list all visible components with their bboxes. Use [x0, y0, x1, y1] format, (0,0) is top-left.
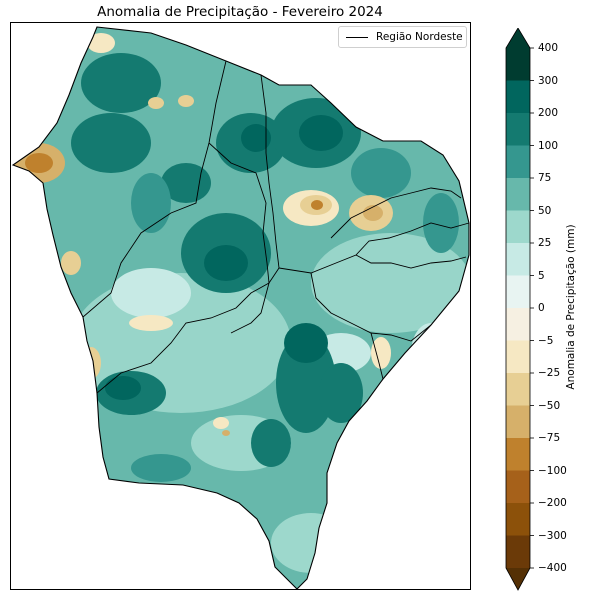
- colorbar-tick-label: −25: [538, 367, 561, 379]
- colorbar-cell: [506, 145, 530, 179]
- state-borders: [82, 60, 470, 394]
- colorbar-cell: [506, 438, 530, 471]
- colorbar-cell: [506, 178, 530, 211]
- colorbar-extend-min: [506, 568, 530, 590]
- colorbar-cell: [506, 308, 530, 341]
- colorbar-tick-label: −50: [538, 399, 561, 412]
- colorbar-cell: [506, 405, 530, 439]
- colorbar-tick-label: 0: [538, 302, 545, 314]
- colorbar-tick-label: −75: [538, 432, 561, 444]
- colorbar-cell: [506, 535, 530, 569]
- colorbar-tick-label: −400: [538, 562, 567, 574]
- colorbar-cell: [506, 503, 530, 536]
- map-legend: Região Nordeste: [338, 26, 467, 48]
- colorbar-cell: [506, 340, 530, 374]
- colorbar-tick-label: 5: [538, 269, 545, 282]
- legend-line-swatch: [346, 36, 368, 38]
- colorbar-cell: [506, 48, 530, 81]
- map-panel: [10, 22, 471, 590]
- colorbar-tick-label: 50: [538, 204, 552, 217]
- colorbar-tick-label: 400: [538, 42, 559, 54]
- nordeste-outline: [11, 26, 470, 589]
- colorbar-tick-label: 75: [538, 172, 552, 184]
- colorbar-cell: [506, 275, 530, 309]
- colorbar-extend-max: [506, 28, 530, 48]
- colorbar-cell: [506, 80, 530, 114]
- precipitation-map: [11, 26, 470, 589]
- colorbar-tick-label: 200: [538, 107, 559, 119]
- colorbar-tick-label: 300: [538, 74, 559, 87]
- colorbar-tick-label: 25: [538, 237, 552, 249]
- colorbar-cell: [506, 373, 530, 406]
- colorbar: [505, 28, 534, 591]
- colorbar-tick-label: 100: [538, 139, 559, 152]
- legend-label: Região Nordeste: [376, 31, 463, 43]
- colorbar-cell: [506, 113, 530, 146]
- map-title: Anomalia de Precipitação - Fevereiro 202…: [97, 4, 383, 20]
- colorbar-tick-label: −100: [538, 464, 567, 477]
- colorbar-tick-label: −300: [538, 529, 567, 542]
- colorbar-label: Anomalia de Precipitação (mm): [565, 224, 577, 390]
- colorbar-tick-label: −5: [538, 334, 554, 347]
- colorbar-cell: [506, 470, 530, 504]
- colorbar-cell: [506, 210, 530, 244]
- colorbar-cell: [506, 243, 530, 276]
- colorbar-tick-label: −200: [538, 497, 567, 509]
